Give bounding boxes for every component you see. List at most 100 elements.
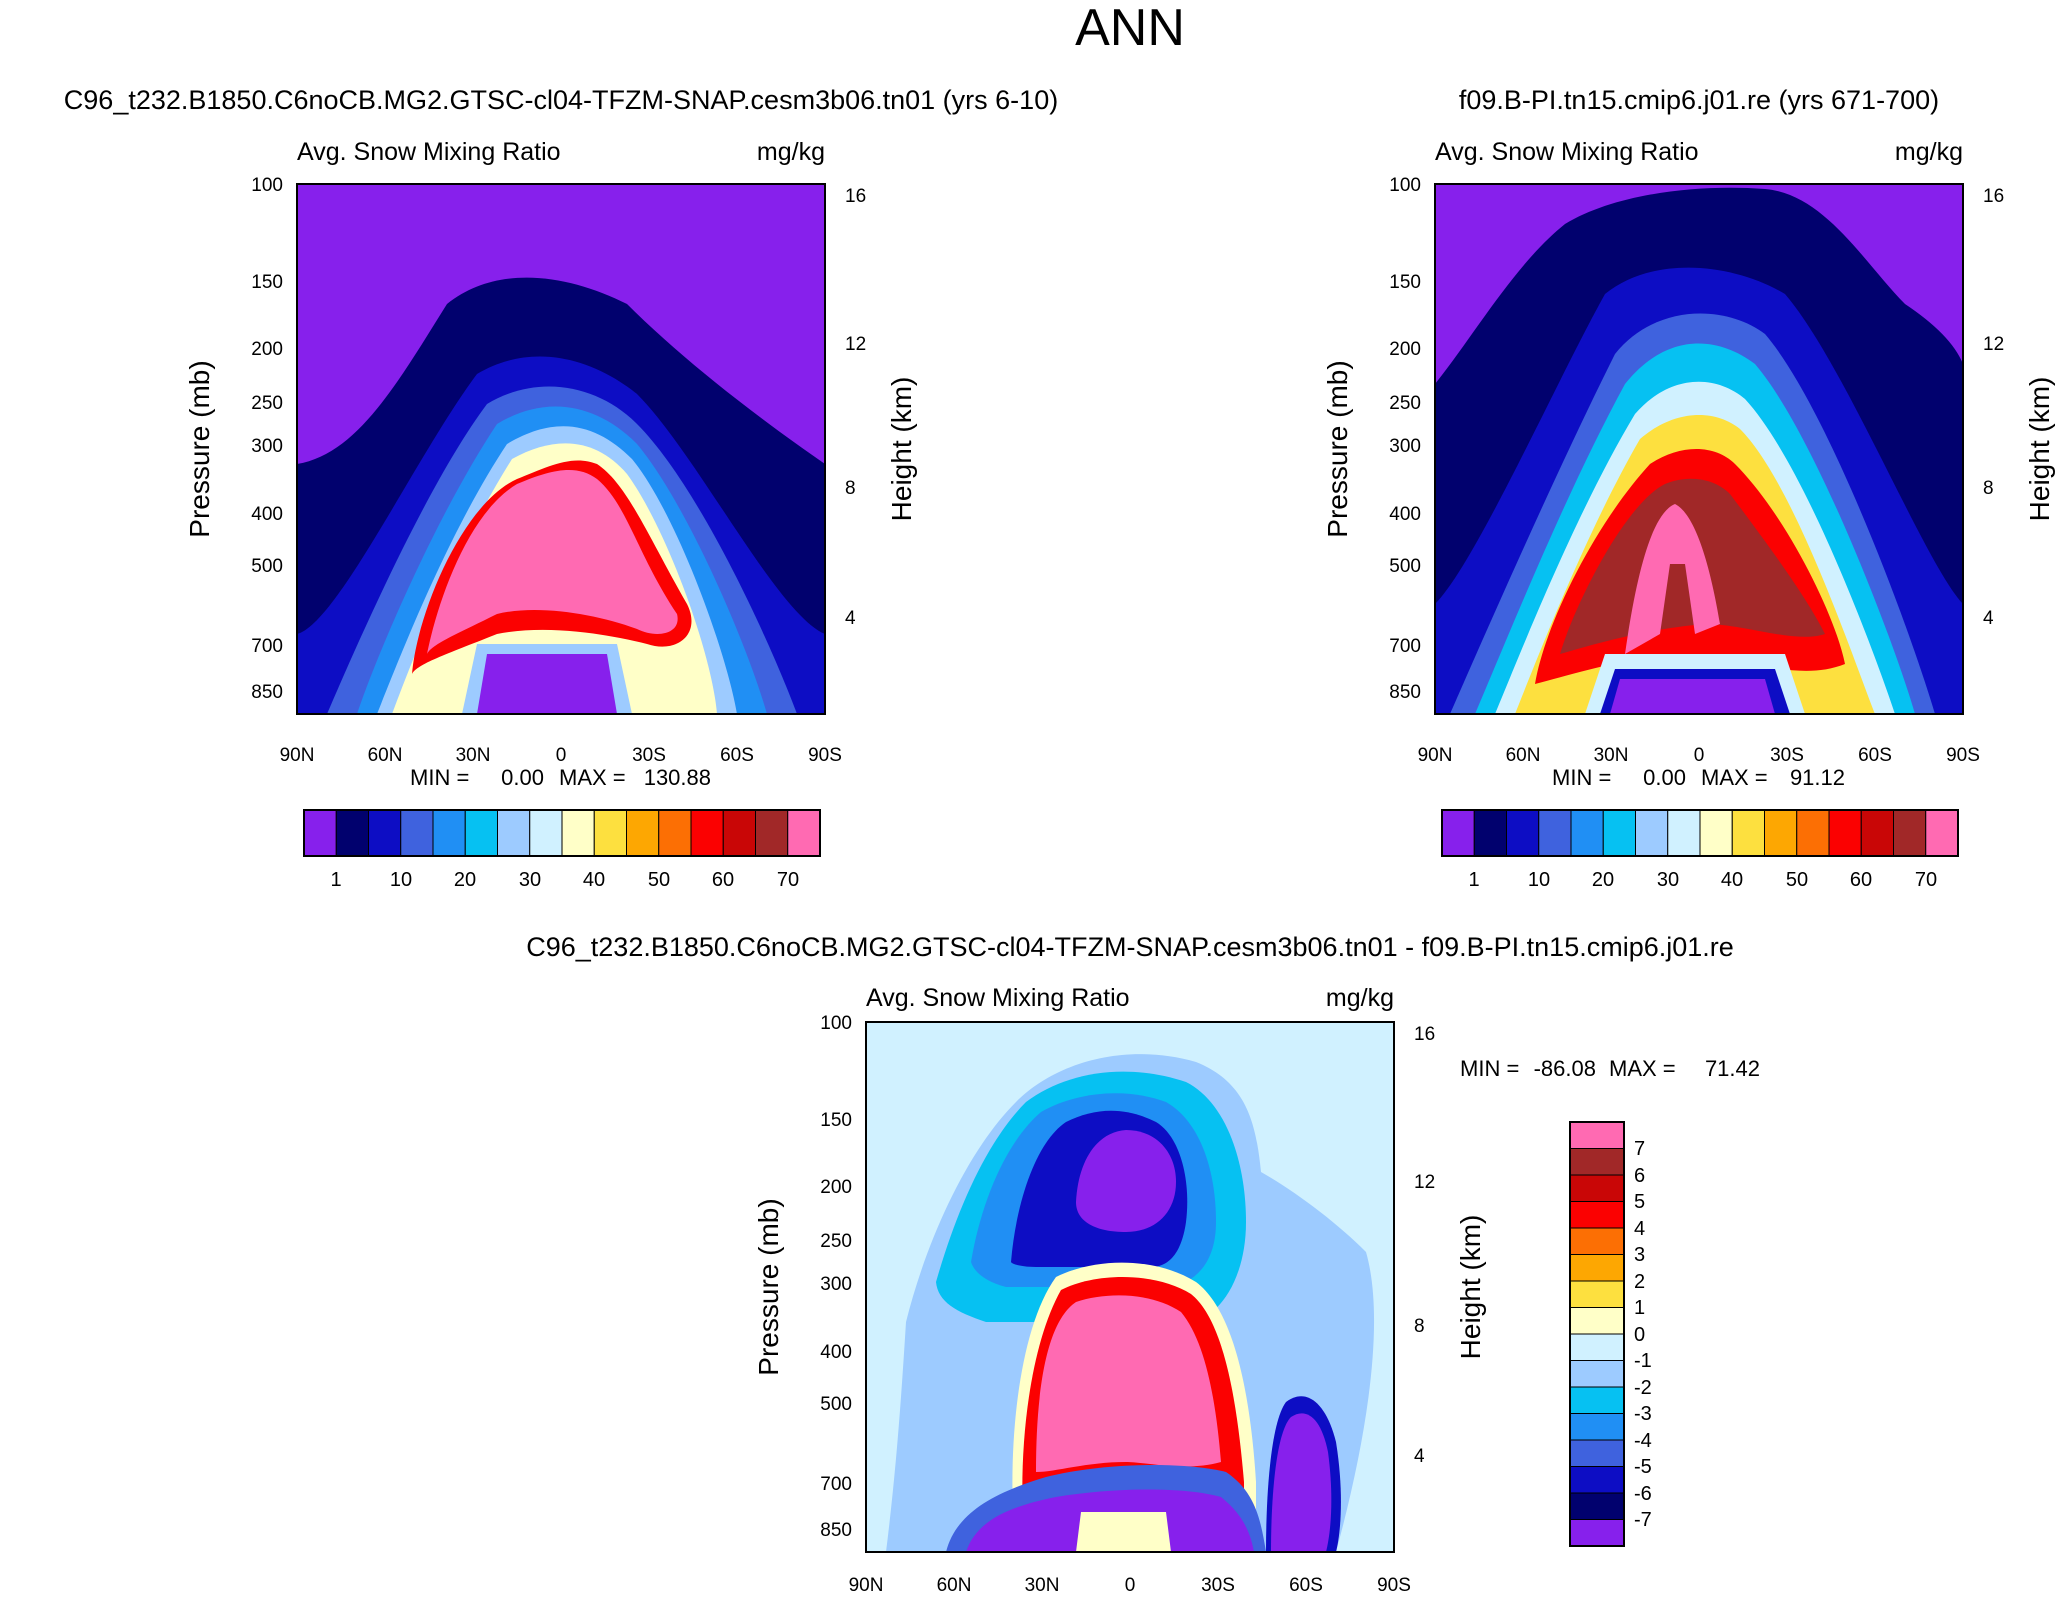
panel-title: C96_t232.B1850.C6noCB.MG2.GTSC-cl04-TFZM…: [526, 932, 1734, 962]
colorbar-swatch: [1507, 810, 1539, 856]
y-ticks: 100 150 200 250 300 400 500 700 850: [820, 1013, 852, 1541]
min-max-summary: MIN = -86.08 MAX = 71.42: [1460, 1056, 1760, 1081]
colorbar-label: 3: [1634, 1244, 1645, 1266]
colorbar-label: -1: [1634, 1350, 1652, 1372]
colorbar-swatch: [1539, 810, 1571, 856]
colorbar-swatch: [1570, 1361, 1624, 1388]
x-tick-label: 60S: [720, 745, 754, 766]
panel-case: C96_t232.B1850.C6noCB.MG2.GTSC-cl04-TFZM…: [64, 85, 1058, 891]
colorbar-swatch: [1570, 1175, 1624, 1202]
colorbar-swatch: [401, 810, 433, 856]
colorbar: 1 10 20 30 40 50 60 70: [1442, 810, 1958, 891]
y-tick-label: 700: [1389, 636, 1421, 657]
x-tick-label: 90S: [1377, 1575, 1411, 1596]
colorbar-label: 2: [1634, 1271, 1645, 1293]
y-tick-label: 500: [251, 556, 283, 577]
panel-diff: C96_t232.B1850.C6noCB.MG2.GTSC-cl04-TFZM…: [526, 932, 1760, 1596]
y-right-tick-label: 12: [1414, 1172, 1435, 1193]
contour-plot: [297, 184, 825, 714]
figure-title: ANN: [1075, 0, 1185, 57]
colorbar-swatch: [1765, 810, 1797, 856]
colorbar-label: 6: [1634, 1165, 1645, 1187]
y-right-tick-label: 4: [845, 608, 856, 629]
colorbar-swatch: [1570, 1493, 1624, 1520]
y-tick-label: 300: [820, 1274, 852, 1295]
colorbar-swatch: [1474, 810, 1506, 856]
colorbar-label: -3: [1634, 1403, 1652, 1425]
contour-plot: [866, 1022, 1394, 1552]
colorbar-swatch: [1668, 810, 1700, 856]
y-tick-label: 150: [1389, 272, 1421, 293]
colorbar-swatch: [465, 810, 497, 856]
panel-title: C96_t232.B1850.C6noCB.MG2.GTSC-cl04-TFZM…: [64, 85, 1058, 115]
colorbar-label: 1: [330, 869, 341, 891]
y-right-tick-label: 8: [1983, 478, 1994, 499]
colorbar-swatches: [304, 810, 820, 856]
colorbar-label: -7: [1634, 1509, 1652, 1531]
colorbar-swatch: [1570, 1387, 1624, 1414]
panel-control: f09.B-PI.tn15.cmip6.j01.re (yrs 671-700)…: [1322, 85, 2055, 891]
x-tick-label: 60S: [1289, 1575, 1323, 1596]
colorbar-label: 20: [1592, 869, 1614, 891]
colorbar-swatch: [1861, 810, 1893, 856]
x-tick-label: 60N: [1506, 745, 1541, 766]
field-label: Avg. Snow Mixing Ratio: [866, 984, 1130, 1012]
colorbar-swatch: [530, 810, 562, 856]
y-right-ticks: 16 12 8 4: [845, 186, 866, 629]
colorbar-label: 30: [519, 869, 541, 891]
y-right-tick-label: 8: [845, 478, 856, 499]
colorbar-label: 7: [1634, 1138, 1645, 1160]
x-tick-label: 30S: [632, 745, 666, 766]
colorbar-swatch: [304, 810, 336, 856]
x-tick-label: 0: [1125, 1575, 1136, 1596]
colorbar-label: -5: [1634, 1456, 1652, 1478]
max-label: MAX =: [1701, 765, 1768, 790]
x-tick-label: 90S: [1946, 745, 1980, 766]
max-value: 71.42: [1705, 1056, 1760, 1081]
min-max-summary: MIN = 0.00 MAX = 91.12: [1552, 765, 1845, 790]
colorbar-label: 50: [648, 869, 670, 891]
x-ticks: 90N 60N 30N 0 30S 60S 90S: [1418, 745, 1980, 766]
y-right-axis-label: Height (km): [1455, 1215, 1486, 1360]
colorbar-label: 50: [1786, 869, 1808, 891]
max-label: MAX =: [1609, 1056, 1676, 1081]
min-label: MIN =: [1460, 1056, 1519, 1081]
x-tick-label: 30N: [1025, 1575, 1060, 1596]
colorbar-labels: 7 6 5 4 3 2 1 0 -1 -2 -3 -4 -5 -6 -7: [1634, 1138, 1652, 1531]
x-tick-label: 60S: [1858, 745, 1892, 766]
y-tick-label: 100: [1389, 175, 1421, 196]
colorbar-swatch: [1570, 1149, 1624, 1176]
colorbar-label: 70: [777, 869, 799, 891]
contour-level-12: [1610, 679, 1775, 714]
x-ticks: 90N 60N 30N 0 30S 60S 90S: [280, 745, 842, 766]
colorbar-labels: 1 10 20 30 40 50 60 70: [1468, 869, 1937, 891]
min-value: -86.08: [1534, 1056, 1596, 1081]
y-tick-label: 300: [1389, 436, 1421, 457]
colorbar-swatch: [594, 810, 626, 856]
x-tick-label: 0: [1694, 745, 1705, 766]
colorbar-swatch: [498, 810, 530, 856]
y-tick-label: 850: [251, 682, 283, 703]
colorbar-swatch: [1570, 1520, 1624, 1547]
colorbar-swatch: [1829, 810, 1861, 856]
y-tick-label: 250: [251, 393, 283, 414]
y-axis-label: Pressure (mb): [753, 1198, 784, 1375]
field-label: Avg. Snow Mixing Ratio: [297, 138, 561, 166]
y-right-tick-label: 16: [1983, 186, 2004, 207]
field-label: Avg. Snow Mixing Ratio: [1435, 138, 1699, 166]
y-tick-label: 850: [1389, 682, 1421, 703]
y-right-tick-label: 4: [1983, 608, 1994, 629]
y-tick-label: 300: [251, 436, 283, 457]
colorbar-swatches: [1442, 810, 1958, 856]
colorbar-swatch: [1570, 1414, 1624, 1441]
colorbar-swatch: [1636, 810, 1668, 856]
colorbar-swatch: [627, 810, 659, 856]
colorbar-label: 10: [390, 869, 412, 891]
colorbar-swatch: [369, 810, 401, 856]
x-tick-label: 30S: [1201, 1575, 1235, 1596]
colorbar-label: 60: [712, 869, 734, 891]
colorbar-label: 30: [1657, 869, 1679, 891]
y-tick-label: 400: [251, 504, 283, 525]
colorbar-label: -6: [1634, 1483, 1652, 1505]
colorbar-swatches: [1570, 1122, 1624, 1546]
